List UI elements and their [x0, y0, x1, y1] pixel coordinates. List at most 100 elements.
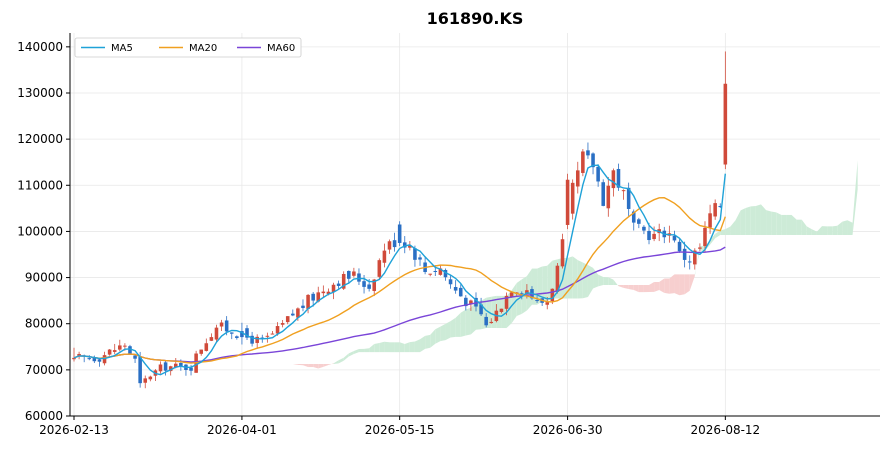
cloud-bear-segment	[674, 274, 680, 296]
cloud-bear-segment	[633, 285, 639, 293]
candle-body	[112, 350, 117, 352]
candle-body	[606, 185, 611, 209]
cloud-bear-segment	[618, 285, 624, 288]
candle-body	[586, 150, 590, 156]
candle	[143, 375, 148, 389]
cloud-bull-segment	[425, 334, 431, 349]
cloud-bull-segment	[369, 344, 375, 353]
candle	[484, 313, 488, 328]
candle-body	[433, 270, 438, 272]
cloud-bull-segment	[750, 206, 756, 235]
candle	[311, 291, 315, 307]
cloud-bear-segment	[292, 364, 298, 365]
candle-body	[484, 316, 488, 326]
cloud-bull-segment	[720, 229, 726, 235]
candle	[687, 255, 692, 270]
cloud-bear-segment	[654, 281, 660, 292]
cloud-bull-segment	[801, 219, 807, 235]
candle-body	[245, 328, 249, 338]
candle-body	[255, 336, 259, 343]
candle	[499, 308, 504, 314]
cloud-bull-segment	[837, 221, 843, 235]
cloud-bull-segment	[542, 265, 548, 302]
x-tick-label: 2026-02-13	[39, 423, 109, 437]
candle-body	[306, 294, 310, 309]
candle	[128, 344, 132, 355]
candle	[397, 221, 402, 247]
cloud-bull-segment	[786, 214, 792, 235]
candle-body	[107, 349, 112, 355]
cloud-bear-segment	[684, 274, 690, 295]
candle-body	[357, 273, 361, 282]
candle-body	[509, 292, 514, 298]
candle-body	[672, 235, 677, 241]
cloud-bull-segment	[816, 226, 823, 235]
candle-body	[713, 203, 717, 217]
candle	[464, 295, 468, 311]
candle	[682, 241, 687, 268]
candle	[647, 222, 651, 245]
cloud-bull-segment	[608, 277, 614, 286]
cloud-bull-segment	[460, 309, 466, 337]
candle-body	[565, 179, 570, 225]
cloud-bull-segment	[465, 307, 471, 336]
candle-body	[555, 265, 560, 292]
y-tick-label: 60000	[25, 409, 63, 423]
cloud-bull-segment	[603, 277, 609, 286]
candle-body	[443, 269, 448, 278]
candle-body	[148, 376, 153, 380]
cloud-bull-segment	[694, 246, 700, 277]
candle-body	[550, 288, 555, 302]
candle	[250, 331, 254, 347]
cloud-bull-segment	[348, 350, 354, 357]
cloud-bull-segment	[470, 301, 476, 335]
y-tick-label: 90000	[25, 271, 63, 285]
cloud-bull-segment	[776, 212, 782, 235]
candle	[718, 203, 723, 209]
candle	[291, 309, 295, 317]
cloud-bull-segment	[241, 355, 248, 358]
candle-body	[458, 287, 463, 297]
candle-body	[133, 355, 137, 359]
candle	[581, 149, 585, 177]
candle	[219, 319, 224, 332]
cloud-bull-segment	[806, 226, 812, 235]
cloud-bull-segment	[740, 208, 746, 235]
cloud-bull-segment	[374, 342, 380, 353]
candle-body	[520, 293, 524, 295]
candle-body	[464, 297, 468, 307]
candle-body	[637, 219, 641, 224]
cloud-bull-segment	[389, 342, 395, 353]
candle	[184, 363, 188, 376]
candle-body	[723, 83, 728, 165]
candle	[591, 152, 595, 175]
candle	[677, 239, 682, 253]
candle-body	[123, 345, 127, 347]
ichimoku-cloud	[211, 160, 858, 369]
candle-body	[698, 247, 702, 249]
cloud-bull-segment	[847, 220, 853, 235]
cloud-bull-segment	[435, 326, 441, 344]
cloud-bear-segment	[638, 285, 644, 293]
x-tick-label: 2026-08-12	[690, 423, 760, 437]
cloud-bull-segment	[445, 321, 451, 341]
candle	[133, 354, 137, 363]
candle	[72, 347, 76, 362]
legend-box	[74, 37, 302, 58]
candle-body	[87, 358, 92, 360]
candle	[209, 333, 214, 342]
candle-body	[158, 364, 163, 372]
cloud-bear-segment	[308, 364, 314, 368]
candle-body	[703, 227, 707, 247]
candle-body	[616, 168, 621, 188]
y-tick-label: 130000	[17, 86, 63, 100]
candle-body	[347, 270, 351, 279]
cloud-bull-segment	[766, 210, 772, 235]
candle	[392, 232, 397, 252]
cloud-bull-segment	[796, 219, 802, 235]
cloud-bull-segment	[399, 342, 405, 353]
candle	[428, 273, 432, 277]
candle-body	[642, 226, 646, 231]
